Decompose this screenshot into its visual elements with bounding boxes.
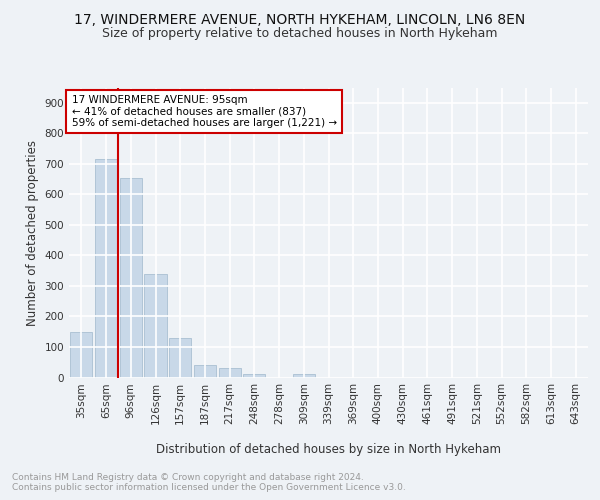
Text: 17 WINDERMERE AVENUE: 95sqm
← 41% of detached houses are smaller (837)
59% of se: 17 WINDERMERE AVENUE: 95sqm ← 41% of det… xyxy=(71,95,337,128)
Bar xyxy=(243,374,265,378)
Bar xyxy=(293,374,315,378)
Bar xyxy=(70,332,92,378)
Bar xyxy=(169,338,191,378)
Text: 17, WINDERMERE AVENUE, NORTH HYKEHAM, LINCOLN, LN6 8EN: 17, WINDERMERE AVENUE, NORTH HYKEHAM, LI… xyxy=(74,12,526,26)
Bar xyxy=(95,159,117,378)
Text: Contains HM Land Registry data © Crown copyright and database right 2024.
Contai: Contains HM Land Registry data © Crown c… xyxy=(12,472,406,492)
Text: Distribution of detached houses by size in North Hykeham: Distribution of detached houses by size … xyxy=(156,442,502,456)
Bar xyxy=(145,274,167,378)
Y-axis label: Number of detached properties: Number of detached properties xyxy=(26,140,39,326)
Bar xyxy=(218,368,241,378)
Bar xyxy=(194,364,216,378)
Text: Size of property relative to detached houses in North Hykeham: Size of property relative to detached ho… xyxy=(102,28,498,40)
Bar xyxy=(119,178,142,378)
